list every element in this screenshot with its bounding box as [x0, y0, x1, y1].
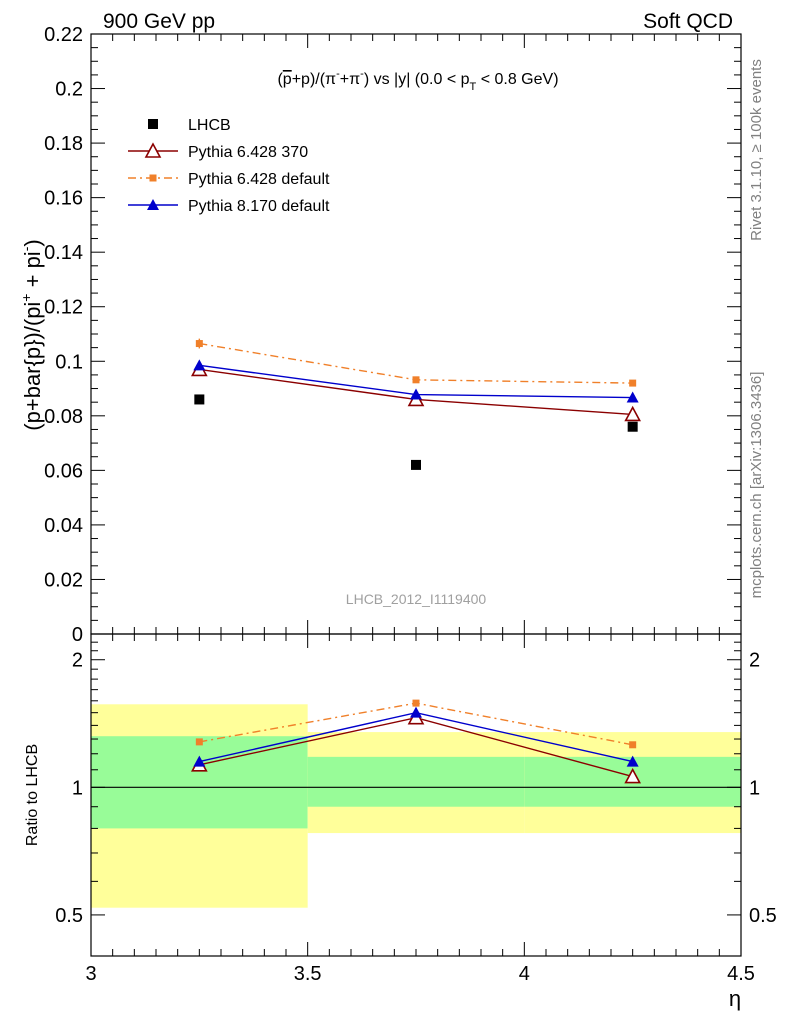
main-y-tick-label: 0.08 — [44, 406, 83, 428]
ratio-y-tick-label-left: 2 — [72, 650, 83, 672]
main-y-tick-label: 0.1 — [55, 351, 83, 373]
ratio-point-pythia-6-428-default — [195, 738, 203, 746]
main-y-tick-label: 0 — [72, 624, 83, 646]
ratio-series — [190, 699, 642, 784]
x-tick-labels: 3 3.5 4 4.5 — [85, 963, 754, 985]
ratio-uncertainty-bands — [91, 704, 741, 908]
legend-marker-lhcb — [148, 119, 158, 129]
legend: LHCB Pythia 6.428 370 Pythia 6.428 default… — [128, 117, 330, 215]
legend-label-pythia-8-170-default: Pythia 8.170 default — [188, 198, 330, 215]
main-point-lhcb — [411, 459, 421, 470]
main-point-pythia-6-428-default — [195, 340, 203, 348]
x-tick-label: 3 — [85, 963, 96, 985]
main-y-tick-label: 0.2 — [55, 79, 83, 101]
main-point-lhcb — [194, 394, 205, 405]
main-point-pythia-6-428-default — [412, 376, 420, 384]
x-tick-label: 4.5 — [727, 963, 755, 985]
legend-label-pythia-6-428-default: Pythia 6.428 default — [188, 171, 330, 188]
legend-label-lhcb: LHCB — [188, 117, 231, 134]
ratio-y-axis-label: Ratio to LHCB — [24, 744, 41, 846]
x-tick-label: 3.5 — [294, 963, 322, 985]
main-point-pythia-8-170-default — [193, 359, 206, 371]
ratio-y-tick-label-right: 2 — [749, 650, 760, 672]
main-y-tick-label: 0.22 — [44, 24, 83, 46]
ratio-point-pythia-8-170-default — [193, 755, 206, 767]
main-y-tick-label: 0.18 — [44, 133, 83, 155]
mcplots-reference-label: mcplots.cern.ch [arXiv:1306.3436] — [748, 372, 765, 599]
ratio-point-pythia-8-170-default — [410, 706, 422, 718]
main-point-pythia-8-170-default — [626, 391, 639, 403]
ratio-band-green — [307, 756, 525, 807]
ratio-y-tick-label-left: 0.5 — [55, 905, 83, 927]
header-category-label: Soft QCD — [643, 10, 733, 33]
main-y-tick-label: 0.06 — [44, 460, 83, 482]
header-collision-label: 900 GeV pp — [103, 10, 215, 33]
main-y-tick-label: 0.14 — [44, 242, 83, 264]
legend-marker-pythia-6-428-370 — [144, 142, 162, 158]
main-point-pythia-6-428-default — [629, 379, 637, 387]
ratio-y-tick-label-right: 1 — [749, 777, 760, 799]
ratio-y-tick-label-right: 0.5 — [749, 905, 777, 927]
legend-label-pythia-6-428-370: Pythia 6.428 370 — [188, 144, 308, 161]
main-y-tick-label: 0.02 — [44, 569, 83, 591]
ratio-y-tick-labels: 0.5 0.5 1 1 2 2 — [55, 650, 777, 927]
legend-marker-pythia-6-428-default — [149, 174, 157, 182]
main-y-tick-labels: 0 0.02 0.04 0.06 0.08 0.1 0.12 0.14 0.16 0.18 0.2 0… — [44, 24, 83, 646]
main-y-tick-label: 0.12 — [44, 297, 83, 319]
main-point-pythia-8-170-default — [410, 388, 422, 400]
rivet-version-label: Rivet 3.1.10, ≥ 100k events — [748, 59, 765, 241]
ratio-band-green — [91, 736, 308, 829]
ratio-point-pythia-6-428-default — [629, 741, 637, 749]
main-y-tick-label: 0.16 — [44, 188, 83, 210]
ratio-point-pythia-8-170-default — [626, 755, 639, 767]
main-y-axis-label: (p+bar{p})/(pi+ + pi-) — [18, 239, 45, 430]
analysis-id-label: LHCB_2012_I1119400 — [346, 591, 487, 607]
x-tick-label: 4 — [519, 963, 530, 985]
main-point-lhcb — [627, 421, 638, 432]
ratio-y-tick-label-left: 1 — [72, 777, 83, 799]
main-series — [190, 338, 642, 470]
legend-marker-pythia-8-170-default — [147, 199, 159, 210]
ratio-point-pythia-6-428-370 — [624, 767, 642, 784]
main-point-pythia-6-428-370 — [624, 405, 642, 422]
x-axis-label: η — [729, 986, 741, 1011]
main-y-tick-label: 0.04 — [44, 515, 83, 537]
ratio-point-pythia-6-428-default — [412, 699, 420, 707]
axis-ticks — [90, 33, 742, 956]
plot-title: (p+p)/(π-+π-) vs |y| (0.0 < pT < 0.8 GeV… — [277, 68, 558, 93]
